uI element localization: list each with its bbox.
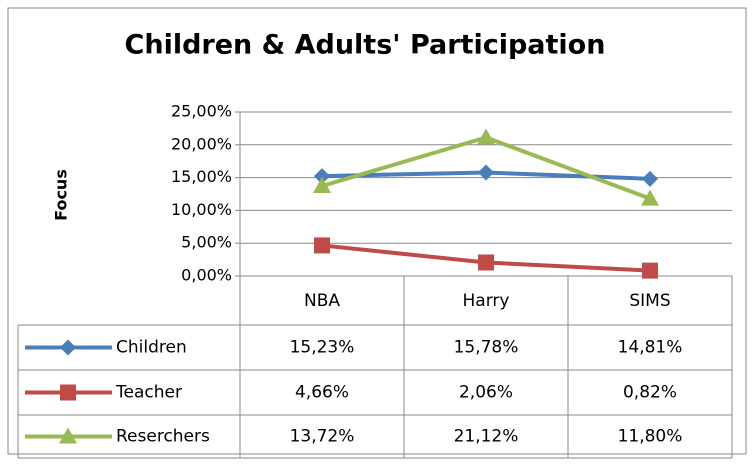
data-point	[642, 170, 658, 187]
table-value: 4,66%	[295, 383, 349, 403]
data-point	[477, 128, 495, 145]
y-tick-label: 25,00%	[171, 102, 232, 121]
y-tick-label: 15,00%	[171, 167, 232, 186]
x-tick-label: Harry	[463, 291, 510, 311]
legend-marker	[60, 384, 76, 401]
data-point	[642, 262, 658, 279]
table-value: 0,82%	[623, 383, 677, 403]
legend-label: Reserchers	[116, 427, 210, 447]
legend-marker	[59, 427, 77, 444]
x-tick-label: SIMS	[629, 291, 670, 311]
y-tick-label: 0,00%	[181, 266, 232, 285]
table-value: 11,80%	[618, 427, 683, 447]
legend-label: Teacher	[115, 383, 182, 403]
table-value: 13,72%	[290, 427, 355, 447]
chart-title: Children & Adults' Participation	[125, 30, 606, 61]
data-point	[314, 237, 330, 254]
data-point	[641, 189, 659, 206]
table-value: 15,78%	[454, 338, 519, 358]
y-tick-label: 20,00%	[171, 134, 232, 153]
data-point	[478, 164, 494, 181]
y-axis-label: Focus	[52, 169, 71, 221]
table-value: 2,06%	[459, 383, 513, 403]
chart-border	[7, 7, 747, 455]
table-value: 15,23%	[290, 338, 355, 358]
table-value: 21,12%	[454, 427, 519, 447]
legend-marker	[60, 339, 76, 356]
data-point	[313, 176, 331, 193]
x-tick-label: NBA	[304, 291, 340, 311]
table-value: 14,81%	[618, 338, 683, 358]
data-point	[478, 254, 494, 271]
y-tick-label: 5,00%	[181, 233, 232, 252]
y-tick-label: 10,00%	[171, 200, 232, 219]
data-point	[314, 168, 330, 185]
legend-label: Children	[116, 338, 187, 358]
